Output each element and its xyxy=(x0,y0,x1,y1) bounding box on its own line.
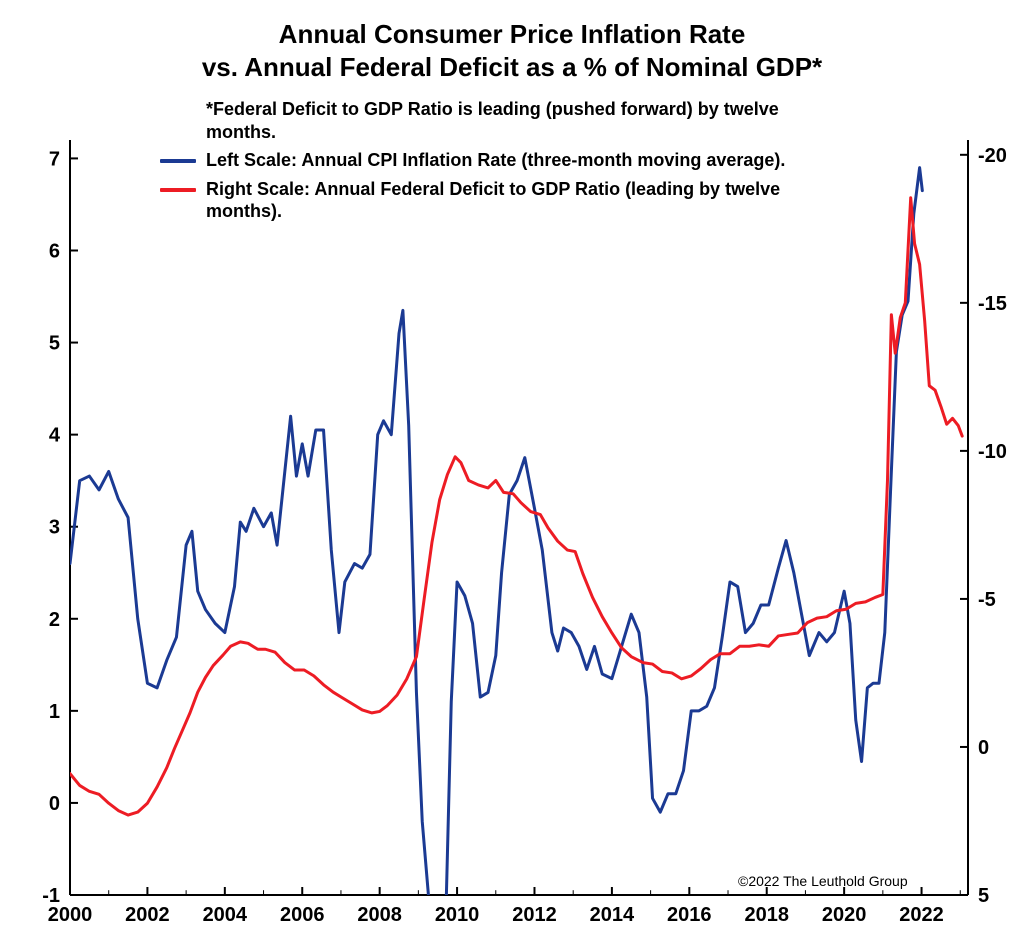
series-deficit-line xyxy=(70,198,962,815)
plot-svg: 2000200220042006200820102012201420162018… xyxy=(0,0,1024,951)
y-left-tick-label: 1 xyxy=(49,701,60,723)
y-left-tick-label: 7 xyxy=(49,148,60,170)
x-tick-label: 2014 xyxy=(590,904,635,926)
y-right-tick-label: -10 xyxy=(978,441,1007,463)
x-tick-label: 2012 xyxy=(512,904,557,926)
y-left-tick-label: 0 xyxy=(49,793,60,815)
copyright: ©2022 The Leuthold Group xyxy=(738,873,908,889)
y-right-tick-label: -20 xyxy=(978,145,1007,167)
x-tick-label: 2016 xyxy=(667,904,712,926)
x-tick-label: 2000 xyxy=(48,904,93,926)
axes-group xyxy=(70,140,968,895)
y-right-tick-label: 5 xyxy=(978,885,989,907)
x-tick-label: 2008 xyxy=(357,904,402,926)
x-tick-label: 2004 xyxy=(203,904,248,926)
y-left-tick-label: 2 xyxy=(49,609,60,631)
x-tick-label: 2022 xyxy=(899,904,944,926)
x-tick-label: 2018 xyxy=(744,904,789,926)
y-left-tick-label: 4 xyxy=(49,425,61,447)
series-group xyxy=(70,168,962,951)
x-tick-label: 2010 xyxy=(435,904,480,926)
x-tick-label: 2020 xyxy=(822,904,867,926)
x-tick-label: 2002 xyxy=(125,904,170,926)
y-left-tick-label: 6 xyxy=(49,240,60,262)
y-right-tick-label: -5 xyxy=(978,589,996,611)
x-tick-label: 2006 xyxy=(280,904,325,926)
y-right-tick-label: -15 xyxy=(978,293,1007,315)
y-left-tick-label: 5 xyxy=(49,333,60,355)
series-cpi-line xyxy=(70,168,922,951)
labels-group: 2000200220042006200820102012201420162018… xyxy=(42,145,1007,926)
y-left-tick-label: -1 xyxy=(42,885,60,907)
y-right-tick-label: 0 xyxy=(978,737,989,759)
chart-container: Annual Consumer Price Inflation Rate vs.… xyxy=(0,0,1024,951)
y-left-tick-label: 3 xyxy=(49,517,60,539)
